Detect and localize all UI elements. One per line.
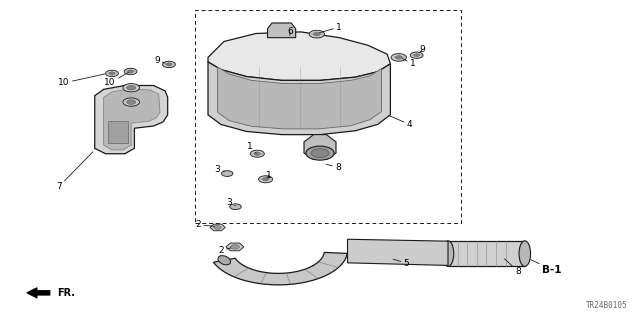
Text: 2: 2 bbox=[196, 220, 215, 229]
Circle shape bbox=[128, 70, 134, 73]
Text: 9: 9 bbox=[154, 56, 165, 65]
Text: 1: 1 bbox=[266, 171, 271, 180]
Polygon shape bbox=[208, 32, 390, 80]
Text: 8: 8 bbox=[504, 259, 521, 276]
Circle shape bbox=[166, 63, 172, 66]
Polygon shape bbox=[108, 121, 128, 143]
Text: 9: 9 bbox=[419, 45, 425, 54]
Ellipse shape bbox=[218, 256, 230, 265]
Circle shape bbox=[230, 245, 239, 249]
FancyBboxPatch shape bbox=[448, 241, 525, 266]
Circle shape bbox=[230, 204, 241, 210]
Circle shape bbox=[163, 61, 175, 68]
Text: 1: 1 bbox=[403, 59, 415, 68]
Text: 7: 7 bbox=[56, 152, 93, 191]
Circle shape bbox=[221, 171, 233, 176]
Polygon shape bbox=[348, 239, 448, 265]
Circle shape bbox=[123, 98, 140, 106]
Text: 1: 1 bbox=[319, 23, 342, 33]
Text: B-1: B-1 bbox=[531, 260, 561, 275]
Circle shape bbox=[124, 68, 137, 75]
Circle shape bbox=[311, 149, 329, 158]
Ellipse shape bbox=[519, 241, 531, 266]
Text: TR24B0105: TR24B0105 bbox=[586, 301, 627, 310]
Text: 10: 10 bbox=[58, 74, 105, 87]
Circle shape bbox=[127, 100, 136, 104]
Text: 1: 1 bbox=[247, 142, 256, 153]
Text: 10: 10 bbox=[104, 72, 129, 87]
Polygon shape bbox=[208, 62, 390, 135]
Text: 2: 2 bbox=[218, 246, 231, 255]
Circle shape bbox=[410, 52, 423, 58]
Circle shape bbox=[262, 178, 269, 181]
Circle shape bbox=[391, 54, 406, 61]
Polygon shape bbox=[226, 243, 244, 251]
Circle shape bbox=[309, 30, 324, 38]
Circle shape bbox=[250, 150, 264, 157]
FancyArrowPatch shape bbox=[27, 288, 50, 298]
Circle shape bbox=[123, 84, 140, 92]
Polygon shape bbox=[214, 252, 348, 285]
Circle shape bbox=[396, 56, 402, 59]
Circle shape bbox=[127, 85, 136, 90]
Circle shape bbox=[414, 54, 420, 57]
Ellipse shape bbox=[442, 241, 454, 266]
Circle shape bbox=[109, 72, 115, 75]
Text: 5: 5 bbox=[393, 259, 409, 268]
Text: 3: 3 bbox=[227, 198, 236, 207]
Text: 3: 3 bbox=[215, 165, 225, 174]
Circle shape bbox=[306, 146, 334, 160]
Circle shape bbox=[259, 176, 273, 183]
Text: 6: 6 bbox=[287, 27, 292, 36]
Circle shape bbox=[214, 226, 221, 229]
Polygon shape bbox=[95, 85, 168, 154]
Text: 8: 8 bbox=[326, 163, 340, 172]
Text: FR.: FR. bbox=[58, 288, 76, 298]
Polygon shape bbox=[304, 135, 336, 160]
Polygon shape bbox=[104, 89, 160, 150]
Circle shape bbox=[314, 33, 320, 36]
Circle shape bbox=[106, 70, 118, 77]
Text: 4: 4 bbox=[390, 116, 412, 129]
Polygon shape bbox=[210, 224, 225, 231]
Polygon shape bbox=[268, 23, 296, 38]
Circle shape bbox=[254, 152, 260, 155]
Polygon shape bbox=[218, 67, 381, 129]
